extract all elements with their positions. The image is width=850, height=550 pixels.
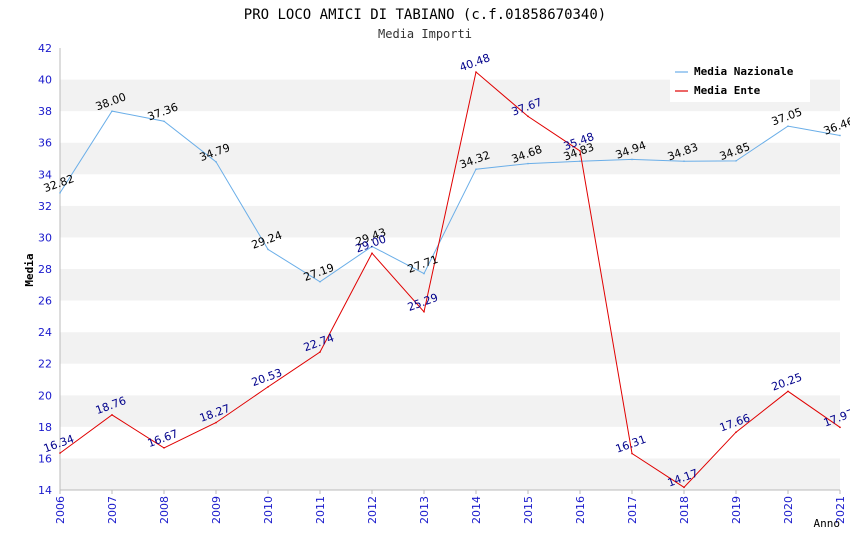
x-tick-label: 2019 bbox=[730, 496, 743, 524]
data-point bbox=[163, 447, 165, 449]
data-point bbox=[267, 386, 269, 388]
data-point bbox=[371, 245, 373, 248]
x-tick-label: 2012 bbox=[366, 496, 379, 524]
y-tick-label: 42 bbox=[38, 42, 52, 55]
data-point bbox=[631, 452, 633, 455]
x-tick-label: 2008 bbox=[158, 496, 171, 524]
grid-band bbox=[60, 237, 840, 269]
grid-band bbox=[60, 332, 840, 364]
y-axis-label: Media bbox=[23, 253, 36, 286]
chart-title: PRO LOCO AMICI DI TABIANO (c.f.018586703… bbox=[244, 7, 606, 23]
data-point bbox=[475, 168, 477, 171]
data-point bbox=[319, 280, 321, 283]
x-tick-label: 2020 bbox=[782, 496, 795, 524]
x-tick-label: 2006 bbox=[54, 496, 67, 524]
legend-label-media-nazionale: Media Nazionale bbox=[694, 65, 794, 78]
grid-band bbox=[60, 111, 840, 143]
y-tick-label: 30 bbox=[38, 231, 52, 244]
data-point bbox=[163, 120, 165, 123]
y-tick-label: 28 bbox=[38, 263, 52, 276]
data-point bbox=[527, 162, 529, 165]
data-point bbox=[839, 134, 841, 137]
data-point bbox=[111, 110, 113, 112]
data-point bbox=[215, 421, 217, 424]
grid-band bbox=[60, 300, 840, 333]
data-point bbox=[579, 150, 581, 152]
grid-band bbox=[60, 395, 840, 427]
y-tick-label: 36 bbox=[38, 137, 52, 150]
data-point bbox=[59, 452, 61, 454]
data-point bbox=[475, 71, 477, 73]
data-point bbox=[423, 310, 425, 313]
data-point bbox=[631, 158, 633, 161]
y-tick-label: 14 bbox=[38, 484, 52, 497]
data-point bbox=[59, 192, 61, 194]
x-tick-label: 2014 bbox=[470, 496, 483, 524]
x-tick-label: 2018 bbox=[678, 496, 691, 524]
y-tick-label: 16 bbox=[38, 452, 52, 465]
x-tick-label: 2021 bbox=[834, 496, 847, 524]
data-point bbox=[527, 115, 529, 118]
x-tick-label: 2013 bbox=[418, 496, 431, 524]
data-point bbox=[111, 414, 113, 416]
y-tick-label: 22 bbox=[38, 358, 52, 371]
data-point bbox=[787, 390, 789, 393]
data-point bbox=[735, 160, 737, 162]
y-tick-label: 34 bbox=[38, 168, 52, 181]
y-tick-label: 26 bbox=[38, 295, 52, 308]
grid-band bbox=[60, 269, 840, 301]
grid-band bbox=[60, 363, 840, 396]
x-tick-label: 2010 bbox=[262, 496, 275, 524]
data-point bbox=[735, 431, 737, 434]
y-tick-label: 32 bbox=[38, 200, 52, 213]
legend: Media Nazionale Media Ente bbox=[670, 60, 810, 102]
x-tick-label: 2017 bbox=[626, 496, 639, 524]
chart-subtitle: Media Importi bbox=[378, 27, 472, 41]
legend-box bbox=[670, 60, 810, 102]
y-tick-label: 18 bbox=[38, 421, 52, 434]
series-line-media-ente bbox=[59, 71, 841, 488]
x-tick-label: 2011 bbox=[314, 496, 327, 524]
data-point bbox=[579, 160, 581, 162]
data-point bbox=[319, 351, 321, 353]
x-tick-label: 2009 bbox=[210, 496, 223, 524]
y-tick-label: 20 bbox=[38, 389, 52, 402]
y-tick-label: 38 bbox=[38, 105, 52, 118]
y-tick-label: 24 bbox=[38, 326, 52, 339]
data-point bbox=[787, 125, 789, 127]
x-axis-label: Anno bbox=[814, 517, 841, 530]
x-tick-label: 2007 bbox=[106, 496, 119, 524]
y-tick-label: 40 bbox=[38, 74, 52, 87]
x-tick-label: 2015 bbox=[522, 496, 535, 524]
data-point bbox=[423, 272, 425, 275]
series-line-media-nazionale bbox=[59, 110, 841, 283]
grid-band bbox=[60, 142, 840, 175]
grid-band bbox=[60, 458, 840, 490]
grid-band bbox=[60, 426, 840, 459]
data-point bbox=[215, 161, 217, 163]
data-point bbox=[683, 160, 685, 162]
x-tick-label: 2016 bbox=[574, 496, 587, 524]
data-point bbox=[267, 248, 269, 251]
data-point bbox=[839, 426, 841, 429]
legend-label-media-ente: Media Ente bbox=[694, 84, 761, 97]
data-point bbox=[683, 486, 685, 489]
data-point bbox=[371, 252, 373, 255]
